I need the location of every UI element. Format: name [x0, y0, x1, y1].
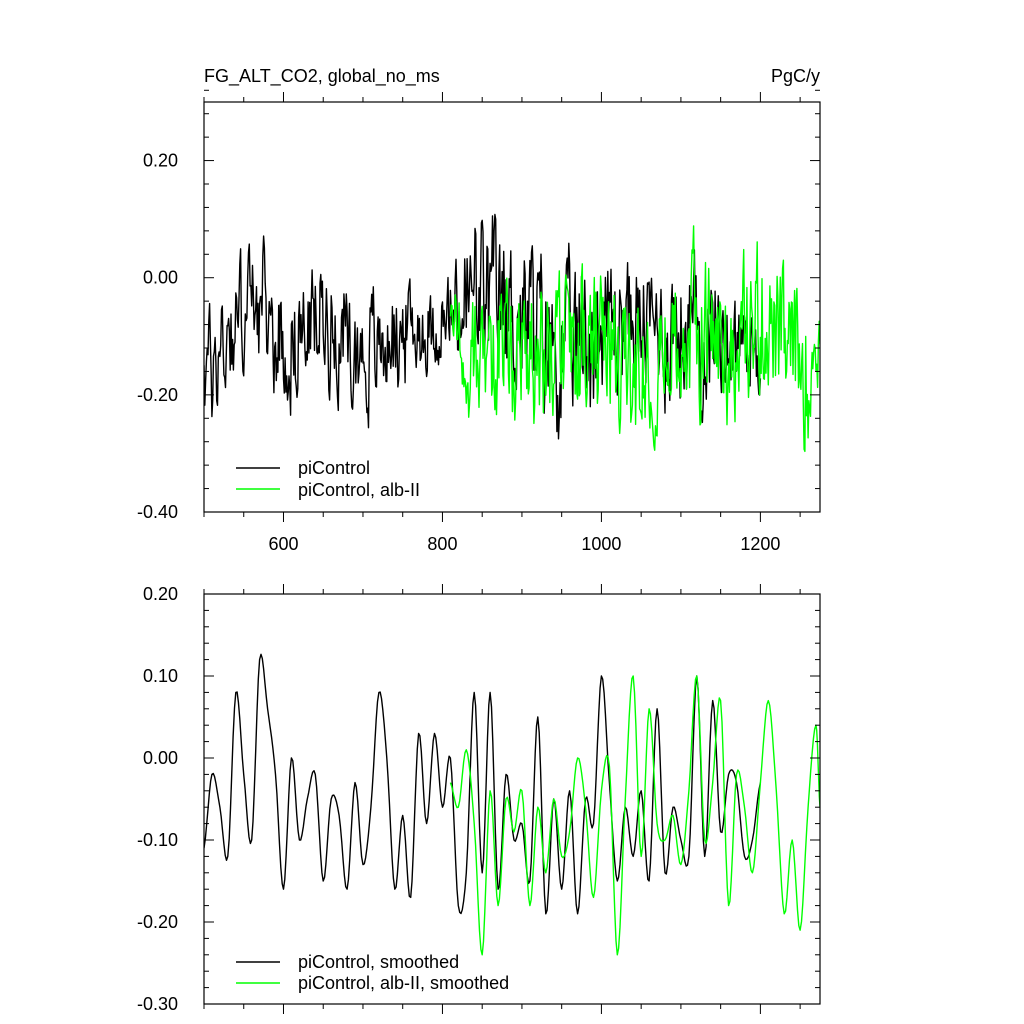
panel-top-frame	[203, 101, 821, 513]
panel-bottom-axes: -0.30 -0.20 -0.10 0.00 0.10 0.20	[137, 584, 820, 1014]
panel-bottom-series-layer	[204, 653, 820, 956]
panel-top-axes: 600 800 1000 1200 -0.40 -0.20 0.00 0.20	[137, 89, 820, 554]
series-line-picontrol-smoothed	[204, 653, 762, 915]
y-tick-label: -0.30	[137, 994, 178, 1014]
x-tick-label: 1000	[581, 534, 621, 554]
y-tick-label: 0.00	[143, 268, 178, 288]
y-tick-label: -0.10	[137, 830, 178, 850]
y-tick-label: 0.00	[143, 748, 178, 768]
y-tick-label: -0.40	[137, 502, 178, 522]
legend-label-alb-ii-smoothed: piControl, alb-II, smoothed	[298, 973, 509, 993]
series-line-alb-ii-smoothed	[449, 675, 820, 956]
legend-label-alb-ii: piControl, alb-II	[298, 480, 420, 500]
panel-top-units: PgC/y	[771, 66, 820, 86]
legend-label-picontrol-smoothed: piControl, smoothed	[298, 952, 459, 972]
x-tick-label: 1200	[740, 534, 780, 554]
panel-top-title: FG_ALT_CO2, global_no_ms	[204, 66, 440, 87]
y-tick-label: -0.20	[137, 385, 178, 405]
y-tick-label: 0.10	[143, 666, 178, 686]
y-tick-label: 0.20	[143, 151, 178, 171]
x-tick-label: 800	[427, 534, 457, 554]
legend-label-picontrol: piControl	[298, 458, 370, 478]
y-tick-label: -0.20	[137, 912, 178, 932]
panel-top: FG_ALT_CO2, global_no_ms PgC/y 600 800 100…	[137, 66, 821, 554]
y-tick-label: 0.20	[143, 584, 178, 604]
x-tick-label: 600	[268, 534, 298, 554]
panel-top-series-layer	[204, 213, 820, 453]
panel-bottom: -0.30 -0.20 -0.10 0.00 0.10 0.20 piControl, s…	[137, 584, 821, 1014]
panel-bottom-frame	[203, 593, 821, 1005]
series-line-picontrol	[204, 213, 762, 440]
panel-top-plot-area	[204, 213, 820, 453]
series-line-alb-ii	[449, 225, 820, 453]
